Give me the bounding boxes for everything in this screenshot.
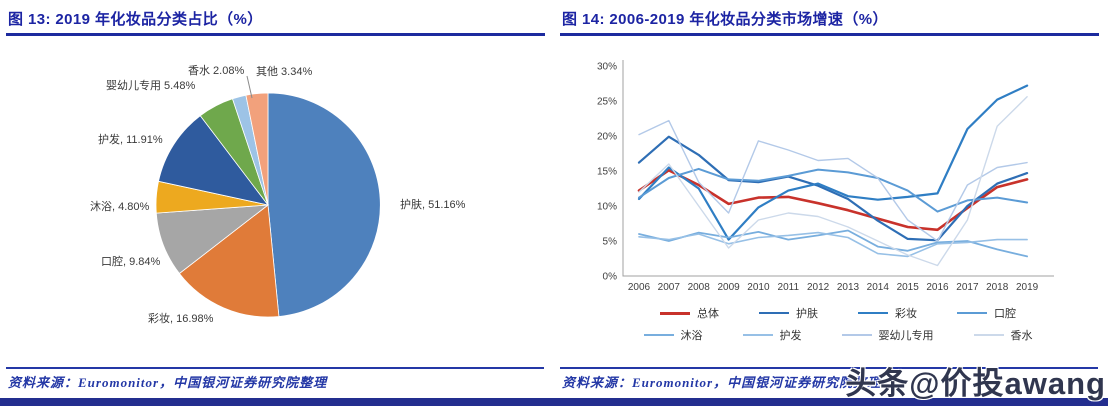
legend-item-0: 总体	[660, 305, 719, 321]
legend-item-7: 香水	[973, 327, 1033, 343]
figure13-source-rule	[6, 367, 544, 369]
pie-label-caizhuang: 彩妆, 16.98%	[148, 313, 214, 325]
figure-13-panel: 图 13: 2019 年化妆品分类占比（%） 护肤, 51.16% 彩妆, 16…	[0, 11, 554, 390]
series-line-4	[638, 229, 1029, 258]
legend-swatch	[858, 312, 888, 314]
pie-label-hufu: 护肤, 51.16%	[400, 199, 466, 211]
x-tick-label: 2015	[897, 282, 920, 293]
legend-swatch	[742, 334, 773, 336]
legend-label: 婴幼儿专用	[878, 330, 934, 342]
pie-slice-0	[267, 92, 381, 317]
legend-swatch	[957, 312, 987, 314]
legend-label: 总体	[697, 308, 719, 320]
figure14-source-rule	[560, 367, 1098, 369]
figure14-source: 资料来源：Euromonitor，中国银河证券研究院整理	[562, 375, 882, 390]
watermark-text: 头条@价投awang	[845, 366, 1106, 401]
series-line-5	[638, 231, 1028, 258]
figure13-source: 资料来源：Euromonitor，中国银河证券研究院整理	[8, 375, 328, 390]
y-tick-label: 15%	[597, 167, 617, 178]
series-line-3	[638, 167, 1029, 213]
x-tick-label: 2014	[867, 282, 890, 293]
legend-label: 彩妆	[895, 308, 917, 320]
pie-label-xiangshui: 香水 2.08%	[188, 65, 245, 77]
legend-item-1: 护肤	[759, 305, 818, 321]
line-chart-legend: 总体 护肤 彩妆 口腔 沐浴 护发 婴幼儿专用 香水	[578, 302, 1098, 346]
figure13-title: 图 13: 2019 年化妆品分类占比（%）	[8, 11, 263, 28]
figure14-title-rule	[560, 33, 1099, 36]
legend-label: 护发	[779, 330, 802, 342]
y-tick-label: 20%	[597, 132, 617, 143]
x-tick-label: 2008	[688, 282, 711, 293]
figure-14-panel: 图 14: 2006-2019 年化妆品分类市场增速（%） 0% 5% 10% 15%…	[554, 0, 1108, 406]
pie-label-qita: 其他 3.34%	[256, 66, 313, 78]
pie-slice-7	[245, 92, 269, 206]
legend-row-1: 总体 护肤 彩妆 口腔	[578, 302, 1098, 324]
legend-swatch	[973, 334, 1004, 336]
pie-label-kouqiang: 口腔, 9.84%	[101, 256, 161, 268]
x-tick-label: 2006	[628, 282, 651, 293]
x-tick-label: 2013	[837, 282, 860, 293]
x-tick-label: 2007	[658, 282, 681, 293]
legend-label: 沐浴	[680, 330, 703, 342]
figure14-title: 图 14: 2006-2019 年化妆品分类市场增速（%）	[562, 11, 888, 28]
series-line-2	[637, 84, 1029, 241]
series-line-1	[637, 135, 1029, 242]
legend-swatch	[759, 312, 789, 314]
x-tick-label: 2011	[778, 282, 800, 293]
figure13-title-rule	[6, 33, 545, 36]
pie-label-muyu: 沐浴, 4.80%	[90, 201, 150, 213]
x-tick-label: 2018	[986, 282, 1009, 293]
y-tick-label: 30%	[597, 62, 617, 73]
x-tick-label: 2010	[747, 282, 770, 293]
series-line-7	[638, 96, 1028, 267]
page-bottom-bar	[0, 398, 1108, 406]
legend-label: 口腔	[994, 308, 1016, 320]
series-line-6	[638, 119, 1028, 242]
pie-slice-1	[178, 204, 280, 318]
x-tick-label: 2009	[717, 282, 740, 293]
legend-item-3: 口腔	[957, 305, 1016, 321]
pie-label-baby: 婴幼儿专用 5.48%	[106, 80, 196, 92]
pie-leader-line	[246, 75, 253, 99]
legend-label: 香水	[1010, 330, 1033, 342]
legend-item-2: 彩妆	[858, 305, 917, 321]
x-tick-label: 2019	[1016, 282, 1039, 293]
x-tick-label: 2016	[926, 282, 949, 293]
legend-row-2: 沐浴 护发 婴幼儿专用 香水	[578, 324, 1098, 346]
legend-label: 护肤	[796, 308, 818, 320]
pie-label-hufa: 护发, 11.91%	[98, 134, 163, 146]
legend-item-6: 婴幼儿专用	[841, 327, 934, 343]
axes	[622, 60, 1054, 277]
x-tick-label: 2017	[956, 282, 979, 293]
x-tick-label: 2012	[807, 282, 830, 293]
line-chart: 0% 5% 10% 15% 20% 25% 30% 2006 2007 2008 2009 2010 2…	[554, 46, 1108, 302]
y-tick-label: 25%	[597, 97, 617, 108]
legend-swatch	[643, 334, 674, 336]
pie-chart-svg	[155, 75, 381, 318]
y-tick-label: 5%	[603, 237, 618, 248]
legend-item-5: 护发	[742, 327, 802, 343]
legend-item-4: 沐浴	[643, 327, 703, 343]
line-chart-svg: 0% 5% 10% 15% 20% 25% 30% 2006 2007 2008 2009 2010 2…	[597, 60, 1054, 293]
y-tick-label: 10%	[597, 202, 617, 213]
legend-swatch	[660, 311, 690, 315]
pie-slice-4	[158, 115, 269, 206]
legend-swatch	[841, 334, 872, 336]
y-tick-label: 0%	[603, 272, 618, 283]
pie-chart: 护肤, 51.16% 彩妆, 16.98% 口腔, 9.84% 沐浴, 4.80…	[0, 48, 554, 366]
